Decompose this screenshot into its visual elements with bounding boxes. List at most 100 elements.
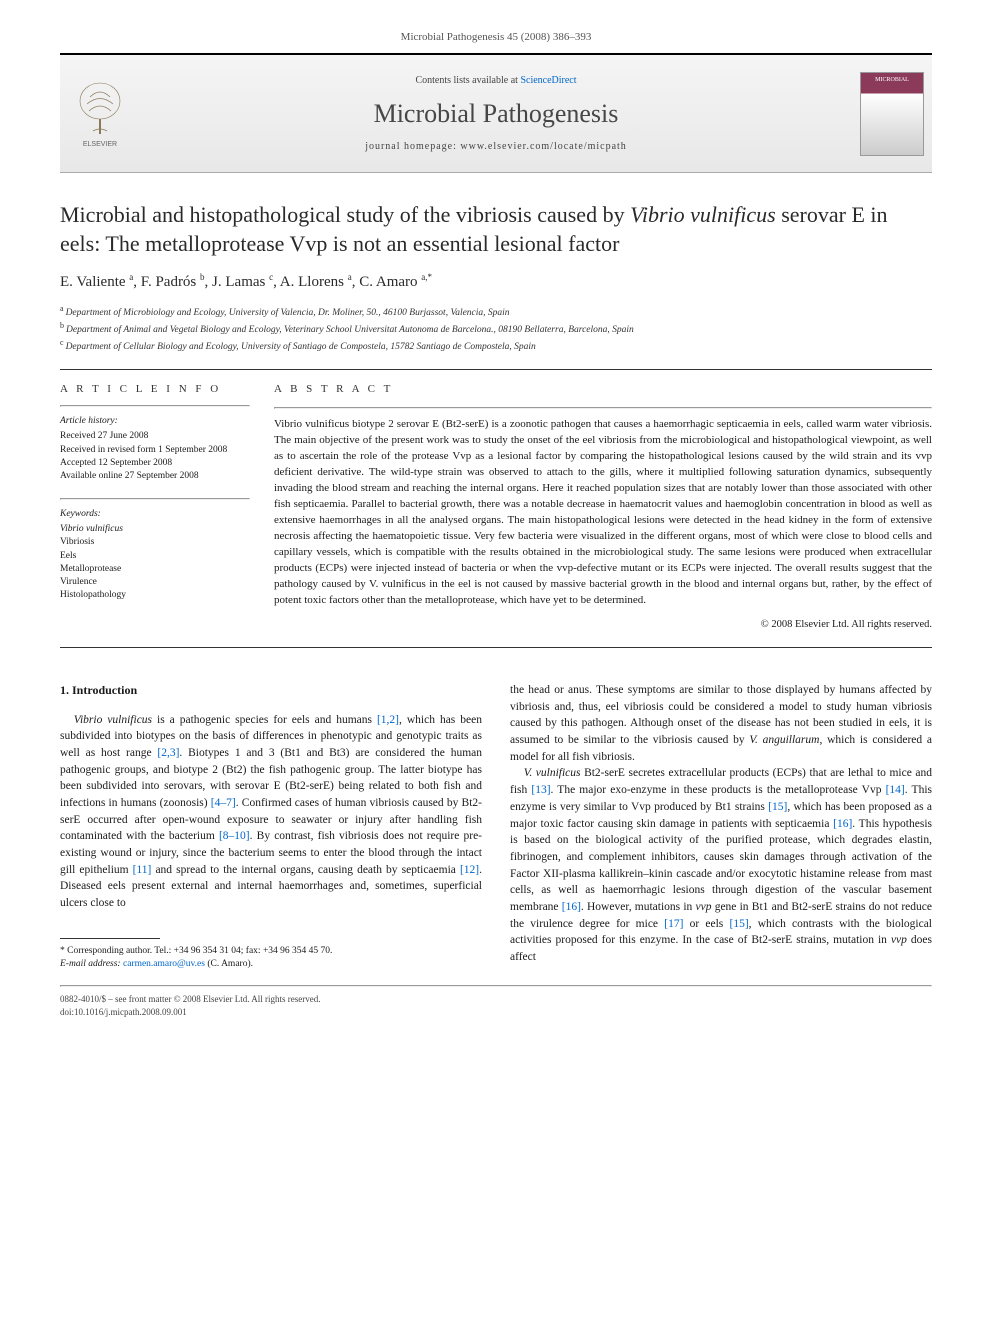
corresponding-email[interactable]: carmen.amaro@uv.es [123,959,205,969]
author-affiliation-marker: b [200,272,205,282]
body-column-right: the head or anus. These symptoms are sim… [510,682,932,971]
intro-paragraph-2: V. vulnificus Bt2-serE secretes extracel… [510,765,932,965]
ref-link-13[interactable]: [13] [531,784,550,796]
footer-text: 0882-4010/$ – see front matter © 2008 El… [60,993,932,1018]
corresponding-line1: * Corresponding author. Tel.: +34 96 354… [60,945,482,958]
publisher-label: ELSEVIER [83,141,117,148]
affiliation-line: a Department of Microbiology and Ecology… [60,303,932,320]
t-2j: . This hypothesis is based on the biolog… [510,818,932,913]
keywords-label: Keywords: [60,508,250,521]
email-label: E-mail address: [60,959,123,969]
homepage-prefix: journal homepage: [365,141,460,152]
ref-link-15b[interactable]: [15] [729,918,748,930]
abstract-block: A B S T R A C T Vibrio vulnificus biotyp… [274,382,932,633]
ref-link-11[interactable]: [11] [133,864,152,876]
abstract-copyright: © 2008 Elsevier Ltd. All rights reserved… [274,618,932,633]
ref-link-12[interactable]: [12] [460,864,479,876]
footer-divider [60,985,932,987]
history-line: Accepted 12 September 2008 [60,457,250,470]
ref-link-17[interactable]: [17] [664,918,683,930]
title-species: Vibrio vulnificus [630,202,776,227]
author: C. Amaro a,* [359,274,432,290]
ref-link-4-7[interactable]: [4–7] [211,797,236,809]
divider-bottom [60,647,932,648]
t-1b: is a pathogenic species for eels and hum… [152,714,377,726]
footer-line1: 0882-4010/$ – see front matter © 2008 El… [60,993,932,1006]
t-1l: and spread to the internal organs, causi… [151,864,460,876]
author-list: E. Valiente a, F. Padrós b, J. Lamas c, … [60,271,932,293]
keyword-line: Eels [60,550,250,563]
affiliations: a Department of Microbiology and Ecology… [60,303,932,355]
keyword-line: Histolopathology [60,589,250,602]
species-name: Vibrio vulnificus [74,714,152,726]
species-anguillarum: V. anguillarum [749,734,819,746]
keywords-block: Keywords: Vibrio vulnificusVibriosisEels… [60,508,250,603]
affiliation-marker: b [60,321,66,330]
t-2l: . However, mutations in [581,901,696,913]
homepage-url[interactable]: www.elsevier.com/locate/micpath [460,141,626,152]
corresponding-divider [60,938,160,939]
intro-paragraph-1-cont: the head or anus. These symptoms are sim… [510,682,932,765]
history-line: Received 27 June 2008 [60,430,250,443]
ref-link-1-2[interactable]: [1,2] [377,714,399,726]
journal-cover-thumbnail [860,72,924,156]
author-affiliation-marker: a [348,272,352,282]
keyword-line: Metalloprotease [60,563,250,576]
gene-vvp-2: vvp [891,934,907,946]
section-heading-intro: 1. Introduction [60,682,482,699]
species-vulnificus-2: V. vulnificus [524,767,581,779]
history-line: Available online 27 September 2008 [60,470,250,483]
header-center: Contents lists available at ScienceDirec… [140,55,852,172]
keyword-line: Virulence [60,576,250,589]
article-history-block: Article history: Received 27 June 2008Re… [60,415,250,483]
affiliation-marker: c [60,338,66,347]
publisher-logo: ELSEVIER [60,55,140,172]
corresponding-name: (C. Amaro). [205,959,253,969]
author: E. Valiente a [60,274,133,290]
contents-available-line: Contents lists available at ScienceDirec… [140,74,852,88]
author: F. Padrós b [141,274,205,290]
ref-link-15[interactable]: [15] [768,801,787,813]
author: J. Lamas c [212,274,273,290]
ref-link-16[interactable]: [16] [833,818,852,830]
article-info-sidebar: A R T I C L E I N F O Article history: R… [60,382,250,633]
journal-name: Microbial Pathogenesis [140,96,852,132]
divider-top [60,369,932,370]
sciencedirect-link[interactable]: ScienceDirect [520,75,576,86]
history-line: Received in revised form 1 September 200… [60,444,250,457]
ref-link-2-3[interactable]: [2,3] [157,747,179,759]
body-columns: 1. Introduction Vibrio vulnificus is a p… [60,682,932,971]
t-2p: or eels [683,918,729,930]
info-divider-1 [60,405,250,407]
ref-link-8-10[interactable]: [8–10] [219,830,250,842]
abstract-heading: A B S T R A C T [274,382,932,397]
author: A. Llorens a [280,274,352,290]
keyword-line: Vibriosis [60,536,250,549]
abstract-text: Vibrio vulnificus biotype 2 serovar E (B… [274,417,932,608]
t-2d: . The major exo-enzyme in these products… [551,784,886,796]
keyword-line: Vibrio vulnificus [60,523,250,536]
affiliation-line: b Department of Animal and Vegetal Biolo… [60,320,932,337]
elsevier-tree-icon: ELSEVIER [75,79,125,149]
article-info-heading: A R T I C L E I N F O [60,382,250,397]
intro-paragraph-1: Vibrio vulnificus is a pathogenic specie… [60,712,482,912]
affiliation-marker: a [60,304,66,313]
article-title: Microbial and histopathological study of… [60,201,932,258]
footer-line2: doi:10.1016/j.micpath.2008.09.001 [60,1006,932,1019]
author-affiliation-marker: a,* [421,272,432,282]
contents-prefix: Contents lists available at [415,75,520,86]
info-divider-2 [60,498,250,500]
history-label: Article history: [60,415,250,428]
abstract-divider [274,407,932,409]
journal-header-bar: ELSEVIER Contents lists available at Sci… [60,53,932,173]
journal-homepage-line: journal homepage: www.elsevier.com/locat… [140,140,852,154]
author-affiliation-marker: c [269,272,273,282]
ref-link-14[interactable]: [14] [886,784,905,796]
title-pre: Microbial and histopathological study of… [60,202,630,227]
author-affiliation-marker: a [129,272,133,282]
corresponding-note: * Corresponding author. Tel.: +34 96 354… [60,945,482,972]
citation-header: Microbial Pathogenesis 45 (2008) 386–393 [60,30,932,45]
ref-link-16b[interactable]: [16] [562,901,581,913]
journal-cover [852,55,932,172]
affiliation-line: c Department of Cellular Biology and Eco… [60,337,932,354]
